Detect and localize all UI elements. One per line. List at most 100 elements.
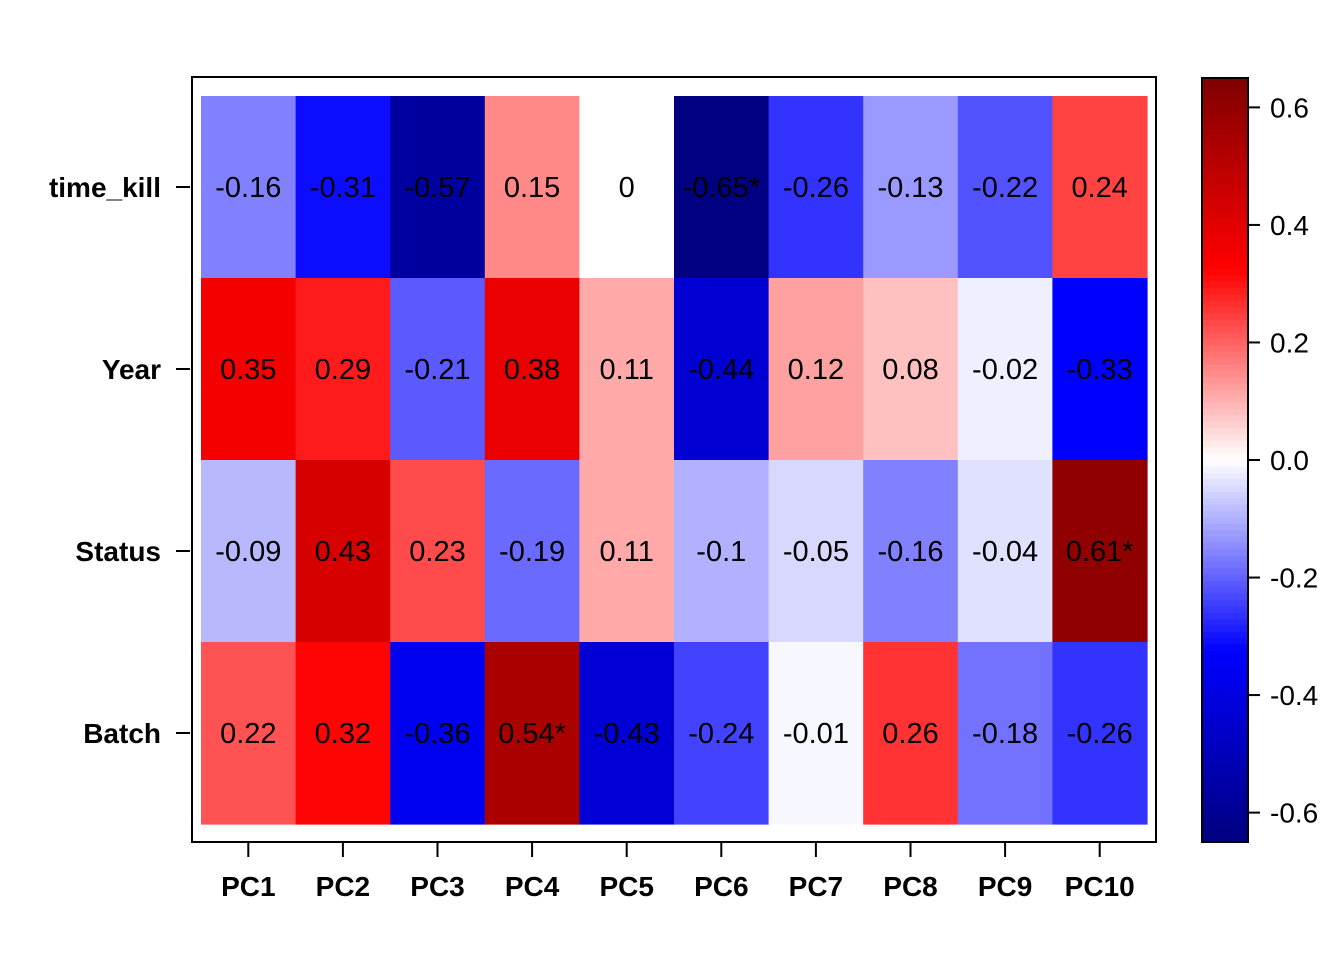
colorbar-band [1202,803,1248,811]
cell-value-label: 0.24 [1071,172,1127,204]
colorbar-band [1202,300,1248,308]
colorbar-band [1202,810,1248,818]
colorbar-band [1202,192,1248,200]
colorbar-band [1202,472,1248,480]
colorbar-band [1202,428,1248,436]
colorbar-tick-label: -0.2 [1270,563,1318,594]
colorbar-band [1202,555,1248,563]
heatmap-cell [957,460,1053,643]
colorbar-band [1202,542,1248,550]
cell-value-label: -0.26 [783,172,849,204]
colorbar-band [1202,103,1248,111]
cell-value-label: -0.01 [783,718,849,750]
colorbar-band [1202,275,1248,283]
colorbar-band [1202,612,1248,620]
cell-value-label: -0.18 [972,718,1038,750]
colorbar-band [1202,358,1248,366]
cell-value-label: 0.08 [882,354,938,386]
heatmap-cell [390,278,486,461]
colorbar-tick-label: -0.6 [1270,798,1318,829]
colorbar-band [1202,504,1248,512]
cell-value-label: 0.11 [600,354,654,386]
x-tick-label: PC2 [316,871,370,902]
colorbar-band [1202,619,1248,627]
heatmap-cell [957,96,1053,279]
colorbar-band [1202,587,1248,595]
colorbar-band [1202,211,1248,219]
colorbar-band [1202,319,1248,327]
heatmap-cell [674,96,770,279]
x-tick-label: PC10 [1065,871,1135,902]
cell-value-label: -0.1 [696,536,746,568]
colorbar-band [1202,479,1248,487]
colorbar-band [1202,294,1248,302]
colorbar-band [1202,530,1248,537]
colorbar-band [1202,536,1248,544]
cell-value-label: -0.09 [215,536,281,568]
cell-value-label: -0.43 [594,718,660,750]
colorbar-band [1202,281,1248,289]
colorbar-band [1202,447,1248,455]
colorbar-band [1202,816,1248,824]
colorbar-band [1202,313,1248,321]
colorbar-band [1202,625,1248,633]
colorbar-band [1202,186,1248,194]
colorbar-band [1202,135,1248,143]
colorbar-band [1202,721,1248,728]
colorbar-band [1202,593,1248,601]
colorbar-band [1202,714,1248,722]
heatmap-cell [579,278,675,461]
colorbar-band [1202,701,1248,709]
x-tick-label: PC1 [221,871,275,902]
colorbar-band [1202,370,1248,378]
colorbar-band [1202,517,1248,525]
colorbar-tick-label: 0.2 [1270,327,1309,358]
colorbar-band [1202,791,1248,799]
colorbar-band [1202,657,1248,665]
colorbar-band [1202,631,1248,639]
colorbar-band [1202,784,1248,792]
colorbar-band [1202,198,1248,206]
heatmap-cell [295,642,391,825]
heatmap-cell [1052,642,1148,825]
x-axis: PC1 PC2 PC3 PC4 PC5 PC6 PC7 PC8 PC9 PC10 [221,843,1135,902]
heatmap-cell [390,642,486,825]
heatmap-cell [768,96,864,279]
cell-value-label: -0.13 [877,172,943,204]
colorbar-band [1202,771,1248,779]
heatmap-cell [484,96,580,279]
colorbar-band [1202,727,1248,735]
y-axis: time_kill Year Status Batch [49,172,190,749]
colorbar-band [1202,243,1248,251]
x-tick-label: PC7 [789,871,843,902]
heatmap-cell [390,96,486,279]
colorbar-band [1202,600,1248,608]
colorbar-band [1202,230,1248,238]
cell-value-label: -0.04 [972,536,1038,568]
colorbar-band [1202,568,1248,576]
colorbar-band [1202,440,1248,448]
colorbar-band [1202,383,1248,391]
cell-value-label: -0.33 [1067,354,1133,386]
y-tick-label: time_kill [49,172,161,203]
cell-value-label: -0.16 [215,172,281,204]
colorbar-band [1202,409,1248,417]
colorbar-band [1202,740,1248,748]
heatmap-cell [201,96,297,279]
colorbar-band [1202,345,1248,353]
colorbar-band [1202,116,1248,124]
cell-value-label: -0.05 [783,536,849,568]
heatmap-cell [201,460,297,643]
cell-value-label: 0.12 [788,354,844,386]
colorbar-band [1202,561,1248,569]
colorbar-band [1202,249,1248,257]
colorbar-band [1202,173,1248,181]
colorbar-band [1202,708,1248,716]
colorbar-band [1202,434,1248,442]
colorbar-band [1202,491,1248,499]
colorbar-band [1202,574,1248,582]
colorbar-band [1202,835,1248,843]
cell-value-label: -0.44 [688,354,754,386]
colorbar-band [1202,752,1248,760]
colorbar-band [1202,97,1248,105]
